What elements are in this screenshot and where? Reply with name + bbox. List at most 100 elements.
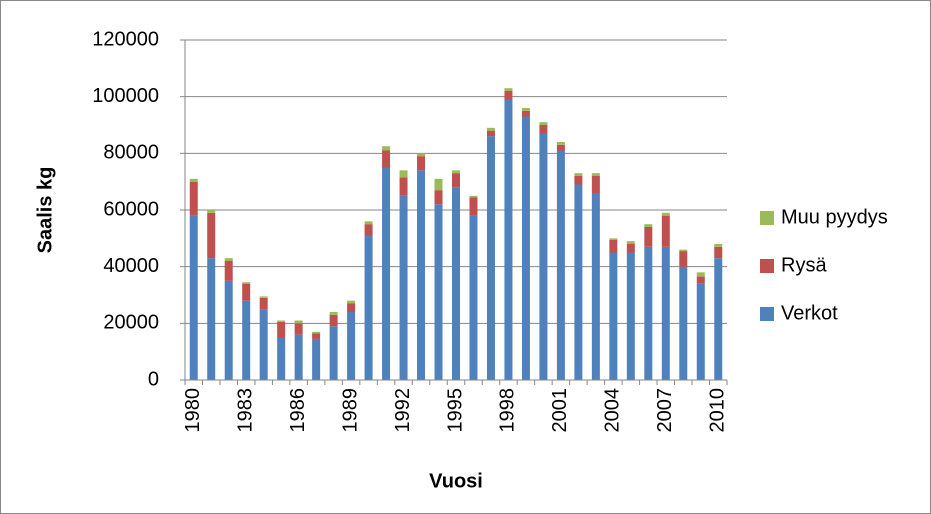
bar (294, 323, 303, 335)
bar (661, 246, 670, 380)
bar (469, 215, 478, 380)
bar (399, 170, 408, 178)
legend-swatch (760, 211, 774, 225)
bar (609, 252, 618, 380)
bar (556, 150, 565, 380)
bar (644, 227, 653, 247)
bar (696, 272, 705, 277)
bar (574, 176, 583, 185)
bar (469, 197, 478, 216)
bar (469, 195, 478, 198)
bar (679, 266, 688, 380)
bar (364, 224, 373, 236)
bar (644, 246, 653, 380)
x-tick-label: 1980 (182, 388, 204, 433)
bar (294, 334, 303, 380)
x-tick-label: 1992 (392, 388, 414, 433)
x-tick-label: 1986 (287, 388, 309, 433)
bar (714, 244, 723, 247)
x-tick-label: 2007 (654, 388, 676, 433)
bar (207, 210, 216, 213)
bar (189, 181, 198, 216)
bar (504, 88, 513, 91)
bar (626, 252, 635, 380)
bar (329, 326, 338, 380)
x-tick-label: 1998 (497, 388, 519, 433)
y-tick-label: 100000 (92, 85, 159, 107)
bar (626, 244, 635, 253)
bar (539, 122, 548, 125)
bar (539, 125, 548, 134)
x-tick-label: 2004 (602, 388, 624, 433)
bar (521, 108, 530, 111)
y-tick-label: 120000 (92, 28, 159, 50)
bar (417, 170, 426, 380)
bar (347, 303, 356, 312)
bar (224, 280, 233, 380)
y-tick-label: 40000 (103, 255, 159, 277)
bar (679, 249, 688, 252)
bar (312, 333, 321, 339)
x-tick-label: 1983 (234, 388, 256, 433)
bar (574, 173, 583, 176)
bar (434, 190, 443, 205)
bar (434, 204, 443, 380)
bar (224, 261, 233, 281)
bar (329, 312, 338, 315)
y-axis-title: Saalis kg (34, 167, 56, 254)
bar (486, 136, 495, 380)
x-axis-title: Vuosi (429, 470, 483, 492)
bar (486, 127, 495, 131)
bar (609, 239, 618, 253)
bar (294, 320, 303, 324)
bar (591, 193, 600, 380)
bar (207, 258, 216, 380)
bar (661, 212, 670, 216)
bar (714, 246, 723, 259)
bar (591, 173, 600, 176)
bar (364, 221, 373, 225)
bar (609, 238, 618, 240)
legend-label: Rysä (781, 254, 827, 276)
bar (259, 296, 268, 298)
x-tick-label: 2001 (549, 388, 571, 433)
bar (696, 283, 705, 380)
bar (417, 156, 426, 171)
bar (382, 150, 391, 168)
bar (259, 309, 268, 380)
bar (679, 251, 688, 267)
bar (521, 110, 530, 117)
bar (312, 338, 321, 380)
bar (382, 146, 391, 151)
bar (259, 297, 268, 310)
bar (347, 312, 356, 380)
y-tick-label: 60000 (103, 198, 159, 220)
bar (277, 337, 286, 380)
bar (207, 212, 216, 259)
bar (399, 177, 408, 196)
y-tick-label: 20000 (103, 312, 159, 334)
bar (242, 283, 251, 301)
bar (347, 300, 356, 304)
bar (574, 184, 583, 380)
bar (521, 116, 530, 380)
bar (661, 215, 670, 247)
bar (224, 258, 233, 261)
x-tick-label: 1989 (339, 388, 361, 433)
legend-swatch (760, 259, 774, 273)
bar (452, 187, 460, 380)
bar (189, 178, 198, 182)
bar (312, 331, 321, 334)
bar (486, 130, 495, 137)
bar (382, 167, 391, 380)
bar (452, 170, 460, 174)
bar (277, 320, 286, 322)
legend-label: Verkot (781, 302, 838, 324)
bar (644, 224, 653, 227)
bar (556, 142, 565, 145)
bar (434, 178, 443, 191)
bar (242, 282, 251, 284)
bar (329, 314, 338, 327)
